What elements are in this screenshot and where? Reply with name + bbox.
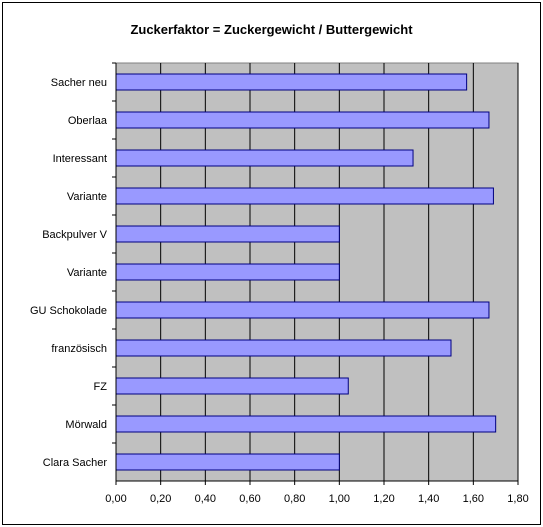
x-tick-label: 1,40 — [418, 493, 439, 505]
x-tick-label: 1,20 — [373, 493, 394, 505]
x-tick-label: 0,40 — [195, 493, 216, 505]
bar — [115, 111, 490, 129]
chart-title: Zuckerfaktor = Zuckergewicht / Buttergew… — [130, 22, 413, 37]
x-axis-labels: 0,00 0,20 0,40 0,60 0,80 1,00 1,20 1,40 1,60 1,80 — [105, 493, 528, 505]
bar — [115, 453, 340, 471]
x-tick-label: 1,00 — [329, 493, 350, 505]
y-tick-label: Oberlaa — [68, 115, 108, 127]
y-tick-label: Variante — [67, 191, 107, 203]
y-tick-label: Mörwald — [65, 419, 107, 431]
x-tick-label: 0,80 — [284, 493, 305, 505]
y-tick-label: GU Schokolade — [30, 305, 107, 317]
y-tick-label: Variante — [67, 267, 107, 279]
bar — [115, 73, 468, 91]
bar — [115, 301, 490, 319]
y-tick-label: Clara Sacher — [43, 457, 108, 469]
x-tick-label: 0,60 — [239, 493, 260, 505]
bar — [115, 187, 494, 205]
y-tick-label: FZ — [94, 381, 108, 393]
bar — [115, 225, 340, 243]
x-tick-label: 1,60 — [463, 493, 484, 505]
y-axis-labels: Sacher neu Oberlaa Interessant Variante Back… — [30, 62, 116, 469]
bars — [115, 73, 497, 471]
bar — [115, 339, 452, 357]
y-tick-label: Sacher neu — [51, 77, 107, 89]
bar — [115, 415, 497, 433]
bar — [115, 263, 340, 281]
x-tick-label: 0,20 — [150, 493, 171, 505]
y-tick-label: französisch — [51, 343, 107, 355]
bar — [115, 377, 349, 395]
y-tick-label: Interessant — [53, 153, 107, 165]
y-tick-label: Backpulver V — [42, 229, 107, 241]
bar — [115, 149, 414, 167]
x-tick-label: 0,00 — [105, 493, 126, 505]
x-tick-label: 1,80 — [507, 493, 528, 505]
